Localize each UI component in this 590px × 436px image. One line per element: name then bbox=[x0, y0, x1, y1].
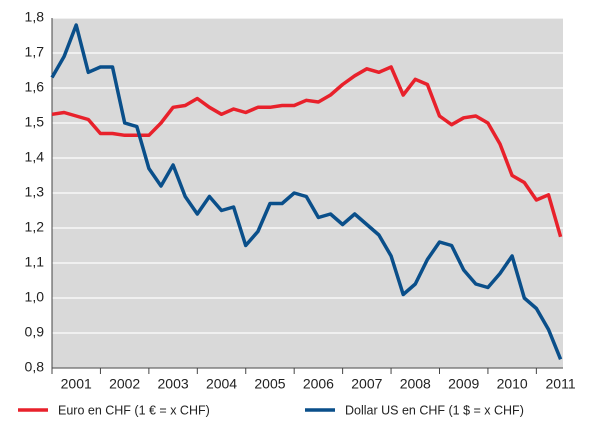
x-tick-label: 2003 bbox=[158, 376, 189, 392]
x-tick-label: 2009 bbox=[448, 376, 479, 392]
x-tick-label: 2001 bbox=[61, 376, 92, 392]
y-tick-label: 1,1 bbox=[25, 254, 45, 270]
y-tick-label: 1,4 bbox=[25, 149, 45, 165]
x-tick-label: 2011 bbox=[546, 376, 576, 392]
x-tick-label: 2007 bbox=[351, 376, 382, 392]
x-tick-label: 2002 bbox=[109, 376, 140, 392]
y-tick-label: 1,6 bbox=[25, 79, 45, 95]
series-line bbox=[50, 23, 563, 360]
y-tick-label: 1,2 bbox=[25, 219, 45, 235]
y-tick-label: 0,9 bbox=[25, 324, 45, 340]
y-tick-label: 1,3 bbox=[25, 184, 45, 200]
series-line bbox=[51, 65, 563, 238]
y-tick-label: 1,0 bbox=[25, 289, 45, 305]
legend-label: Euro en CHF (1 € = x CHF) bbox=[58, 403, 210, 417]
x-tick-label: 2004 bbox=[206, 376, 237, 392]
x-tick-label: 2006 bbox=[303, 376, 334, 392]
x-tick-label: 2005 bbox=[254, 376, 285, 392]
x-tick-label: 2010 bbox=[497, 376, 528, 392]
x-tick-label: 2008 bbox=[400, 376, 431, 392]
legend-label: Dollar US en CHF (1 $ = x CHF) bbox=[345, 403, 524, 417]
y-tick-label: 0,8 bbox=[25, 359, 45, 375]
y-tick-label: 1,7 bbox=[25, 44, 45, 60]
y-tick-label: 1,8 bbox=[25, 9, 45, 25]
y-tick-label: 1,5 bbox=[25, 114, 45, 130]
